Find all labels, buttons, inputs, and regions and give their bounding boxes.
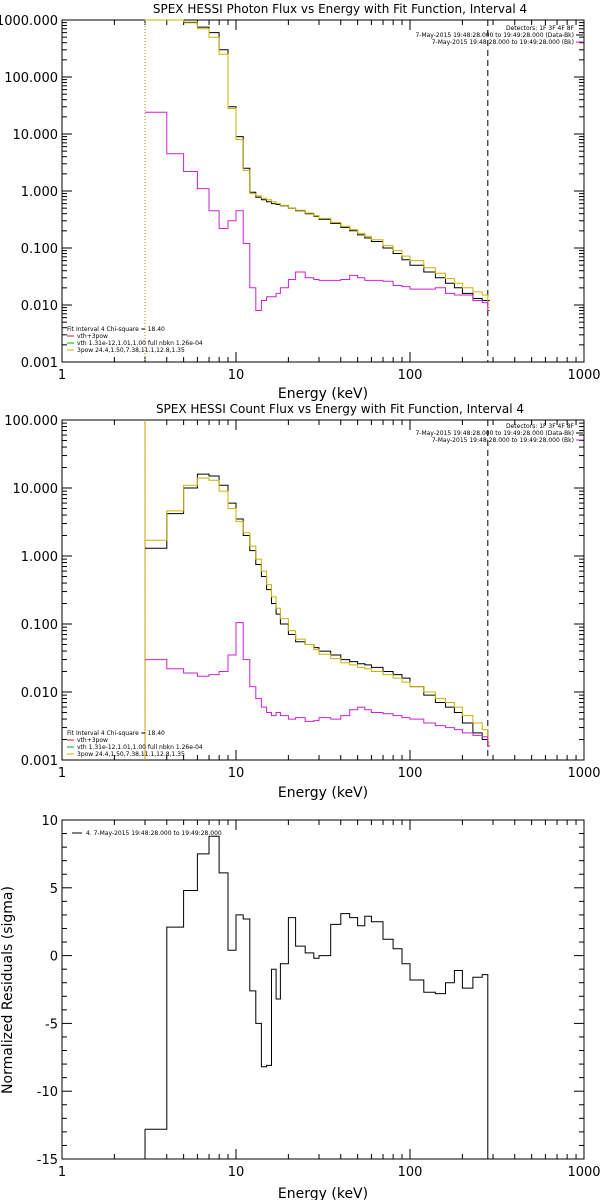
photon-series-line-2 [145,111,490,311]
count-y-tick-label: 10.000 [13,482,59,497]
count-y-tick-label: 1.000 [21,550,58,565]
count-fit-line: vth 1.31e-12,1.01,1.00 full nbkn 1.26e-0… [77,744,203,751]
residuals-x-tick-label: 100 [398,1165,423,1180]
count-series [145,473,490,747]
count-series-line-1 [145,477,490,744]
count-fit-line: Fit Interval 4 Chi-square = 18.40 [67,730,165,737]
photon-y-tick-label: 100.000 [4,71,58,86]
residuals-y-axis-label: Normalized Residuals (sigma) [0,886,16,1094]
photon-plot-frame [61,19,585,363]
photon-flux-panel: SPEX HESSI Photon Flux vs Energy with Fi… [0,2,600,402]
photon-x-tick-label: 1 [58,368,66,383]
photon-fit-line: Fit Interval 4 Chi-square = 18.40 [67,326,165,333]
photon-y-tick-label: 1000.000 [0,14,58,29]
photon-series-line-1 [145,19,490,309]
count-fit-line: 3pow 24.4,1.50,7.38,11.1,12.8,1.35 [77,751,185,758]
photon-info-line: 7-May-2015 19:48:28.000 to 19:49:28.000 … [415,32,574,39]
photon-series-line-0 [145,19,490,301]
count-fit-line: vth+3pow [77,737,108,744]
photon-x-tick-label: 1000 [567,368,600,383]
residuals-panel: 1 10 100 1000 -15 -10 -5 0 5 10 Energy (keV) Norm… [0,814,600,1200]
count-y-tick-label: 0.010 [21,686,58,701]
residuals-x-axis-label: Energy (keV) [278,1186,368,1200]
photon-axis-ticks: 1 10 100 1000 0.001 0.010 0.100 1.000 10.000 100.… [0,14,600,383]
count-x-tick-label: 100 [398,766,423,781]
photon-y-tick-label: 0.010 [21,299,58,314]
photon-info-line: Detectors: 1F 3F 4F 8F [506,25,575,32]
photon-y-tick-label: 0.100 [21,242,58,257]
count-chart-title: SPEX HESSI Count Flux vs Energy with Fit… [156,402,524,416]
residuals-y-tick-label: -15 [37,1153,58,1168]
photon-vertical-markers [144,20,489,362]
photon-series [145,19,490,311]
count-info-line: 7-May-2015 19:48:28.000 to 19:49:28.000 … [415,430,574,437]
photon-chart-title: SPEX HESSI Photon Flux vs Energy with Fi… [153,2,527,16]
photon-info-line: 7-May-2015 19:48:28.000 to 19:49:28.000 … [432,39,574,46]
count-y-tick-label: 0.001 [21,754,58,769]
photon-x-tick-label: 10 [228,368,245,383]
residuals-y-tick-label: 10 [41,814,58,829]
photon-info-legend: Detectors: 1F 3F 4F 8F 7-May-2015 19:48:… [415,25,583,46]
count-x-axis-label: Energy (keV) [278,785,368,801]
residuals-y-tick-label: -10 [37,1085,58,1100]
photon-y-tick-label: 0.001 [21,356,58,371]
photon-x-tick-label: 100 [398,368,423,383]
count-x-tick-label: 10 [228,766,245,781]
count-series-line-0 [145,473,490,747]
residuals-y-tick-label: -5 [45,1017,58,1032]
count-vertical-markers [144,420,489,760]
residuals-x-tick-label: 1000 [567,1165,600,1180]
residuals-x-tick-label: 10 [228,1165,245,1180]
count-y-tick-label: 0.100 [21,618,58,633]
count-fit-legend: Fit Interval 4 Chi-square = 18.40 vth+3p… [67,730,203,758]
photon-fit-line: 3pow 24.4,1.50,7.38,11.1,12.8,1.35 [77,347,185,354]
residuals-y-tick-label: 5 [50,882,58,897]
count-series-line-2 [145,622,490,747]
residuals-axis-ticks: 1 10 100 1000 -15 -10 -5 0 5 10 [37,814,600,1180]
residuals-x-tick-label: 1 [58,1165,66,1180]
residuals-series [144,835,490,1160]
residuals-plot-frame [61,819,585,1160]
count-axis-ticks: 1 10 100 1000 0.001 0.010 0.100 1.000 10.000 100.… [4,414,600,781]
photon-x-axis-label: Energy (keV) [278,386,368,402]
residuals-legend-label: 4. 7-May-2015 19:48:28.000 to 19:49:28.0… [86,830,222,837]
photon-y-tick-label: 1.000 [21,185,58,200]
count-x-tick-label: 1000 [567,766,600,781]
photon-y-tick-label: 10.000 [13,128,59,143]
photon-fit-line: vth 1.31e-12,1.01,1.00 full nbkn 1.26e-0… [77,340,203,347]
photon-fit-legend: Fit Interval 4 Chi-square = 18.40 vth+3p… [67,326,203,354]
photon-fit-line: vth+3pow [77,333,108,340]
count-y-tick-label: 100.000 [4,414,58,429]
count-info-legend: Detectors: 1F 3F 4F 8F 7-May-2015 19:48:… [415,423,583,444]
residuals-series-line-0 [145,835,490,1160]
count-info-line: 7-May-2015 19:48:28.000 to 19:49:28.000 … [432,437,574,444]
count-info-line: Detectors: 1F 3F 4F 8F [506,423,575,430]
count-flux-panel: SPEX HESSI Count Flux vs Energy with Fit… [4,402,600,801]
count-x-tick-label: 1 [58,766,66,781]
residuals-y-tick-label: 0 [50,950,58,965]
count-plot-frame [61,419,585,761]
